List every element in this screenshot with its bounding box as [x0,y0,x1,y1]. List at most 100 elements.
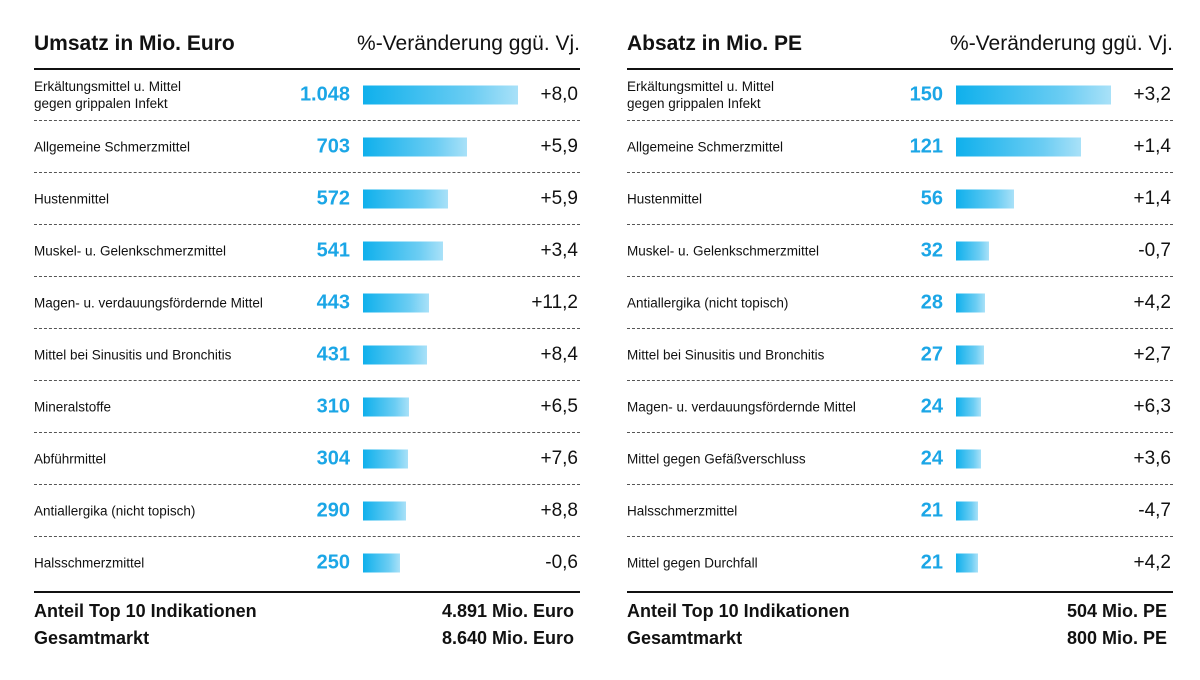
value-label: 572 [316,187,350,210]
bar-row: Allgemeine Schmerzmittel 703 +5,9 [34,121,580,173]
change-label: +5,9 [540,136,578,157]
value-label: 28 [920,291,943,314]
chart-panel-umsatz: Umsatz in Mio. Euro %-Veränderung ggü. V… [34,0,580,680]
category-label: Hustenmittel [627,191,703,207]
row-divider [34,432,580,433]
category-label: Allgemeine Schmerzmittel [34,139,191,155]
row-divider [34,328,580,329]
change-label: +4,2 [1133,552,1171,573]
change-label: +6,5 [540,396,578,417]
bar-row: Antiallergika (nicht topisch) 28 +4,2 [627,277,1173,329]
change-label: +7,6 [540,448,578,469]
change-label: +8,4 [540,344,578,365]
category-label: Muskel- u. Gelenkschmerzmittel [627,243,820,259]
bar-row: Halsschmerzmittel 21 -4,7 [627,485,1173,537]
change-header: %-Veränderung ggü. Vj. [950,32,1173,55]
bar-row: Muskel- u. Gelenkschmerzmittel 32 -0,7 [627,225,1173,277]
change-label: +1,4 [1133,188,1171,209]
bar [363,449,408,469]
footer-label: Gesamtmarkt [34,628,150,648]
bar-row: Muskel- u. Gelenkschmerzmittel 541 +3,4 [34,225,580,277]
bar-rows: Erkältungsmittel u. Mittel gegen grippal… [34,69,580,589]
row-divider [627,328,1173,329]
bar [363,553,400,573]
bar-row: Mittel gegen Durchfall 21 +4,2 [627,537,1173,589]
bar-row: Mineralstoffe 310 +6,5 [34,381,580,433]
category-label: Allgemeine Schmerzmittel [627,139,784,155]
footer-value: 800 Mio. PE [1066,628,1167,648]
change-header: %-Veränderung ggü. Vj. [357,32,580,55]
bottom-rule [34,591,580,593]
change-label: +4,2 [1133,292,1171,313]
row-divider [34,172,580,173]
bar [363,137,467,157]
bar-row: Hustenmittel 572 +5,9 [34,173,580,225]
change-label: +6,3 [1133,396,1171,417]
bar [363,345,427,365]
bar [956,241,989,261]
bar [956,345,984,365]
row-divider [34,484,580,485]
value-label: 56 [920,187,943,210]
category-label: Mittel gegen Durchfall [627,555,758,571]
row-divider [627,432,1173,433]
value-label: 150 [909,83,943,106]
change-label: +3,4 [540,240,578,261]
bar-row: Hustenmittel 56 +1,4 [627,173,1173,225]
bar [956,553,978,573]
row-divider [627,276,1173,277]
bar [363,85,518,105]
change-label: +2,7 [1133,344,1171,365]
category-label: Mineralstoffe [34,399,112,415]
change-label: +3,2 [1133,84,1171,105]
bar [956,501,978,521]
category-label: Halsschmerzmittel [34,555,145,571]
bar [363,189,448,209]
bar-row: Halsschmerzmittel 250 -0,6 [34,537,580,589]
value-label: 27 [920,343,943,366]
bar-rows: Erkältungsmittel u. Mittel gegen grippal… [627,69,1173,589]
row-divider [627,380,1173,381]
bar [956,137,1081,157]
footer-label: Gesamtmarkt [627,628,743,648]
change-label: +5,9 [540,188,578,209]
footer-value: 4.891 Mio. Euro [441,601,574,621]
row-divider [34,380,580,381]
category-label: Erkältungsmittel u. Mittel gegen grippal… [627,79,775,111]
bar [956,85,1111,105]
change-label: -4,7 [1138,500,1171,521]
change-label: -0,6 [545,552,578,573]
value-label: 24 [920,447,943,470]
bar-row: Mittel bei Sinusitis und Bronchitis 431 +8… [34,329,580,381]
value-label: 32 [920,239,943,262]
category-label: Halsschmerzmittel [627,503,738,519]
bar [363,501,406,521]
change-label: +8,0 [540,84,578,105]
category-label: Antiallergika (nicht topisch) [627,295,789,311]
chart-title: Absatz in Mio. PE [627,32,803,55]
change-label: +3,6 [1133,448,1171,469]
row-divider [34,276,580,277]
chart-panel-absatz: Absatz in Mio. PE %-Veränderung ggü. Vj.… [627,0,1173,680]
value-label: 431 [316,343,350,366]
footer-value: 504 Mio. PE [1066,601,1167,621]
category-label: Mittel gegen Gefäßverschluss [627,451,806,467]
top-rule [34,68,580,70]
category-label: Magen- u. verdauungsfördernde Mittel [627,399,856,415]
change-label: +11,2 [531,292,578,313]
row-divider [627,224,1173,225]
bar [363,397,409,417]
category-label: Magen- u. verdauungsfördernde Mittel [34,295,263,311]
top-rule [627,68,1173,70]
value-label: 443 [316,291,350,314]
bar [363,241,443,261]
category-label: Abführmittel [34,451,107,467]
bar [956,293,985,313]
bar-row: Erkältungsmittel u. Mittel gegen grippal… [34,69,580,121]
value-label: 310 [316,395,350,418]
bar-row: Erkältungsmittel u. Mittel gegen grippal… [627,69,1173,121]
category-label: Mittel bei Sinusitis und Bronchitis [34,347,232,363]
value-label: 24 [920,395,943,418]
value-label: 290 [316,499,350,522]
row-divider [627,484,1173,485]
